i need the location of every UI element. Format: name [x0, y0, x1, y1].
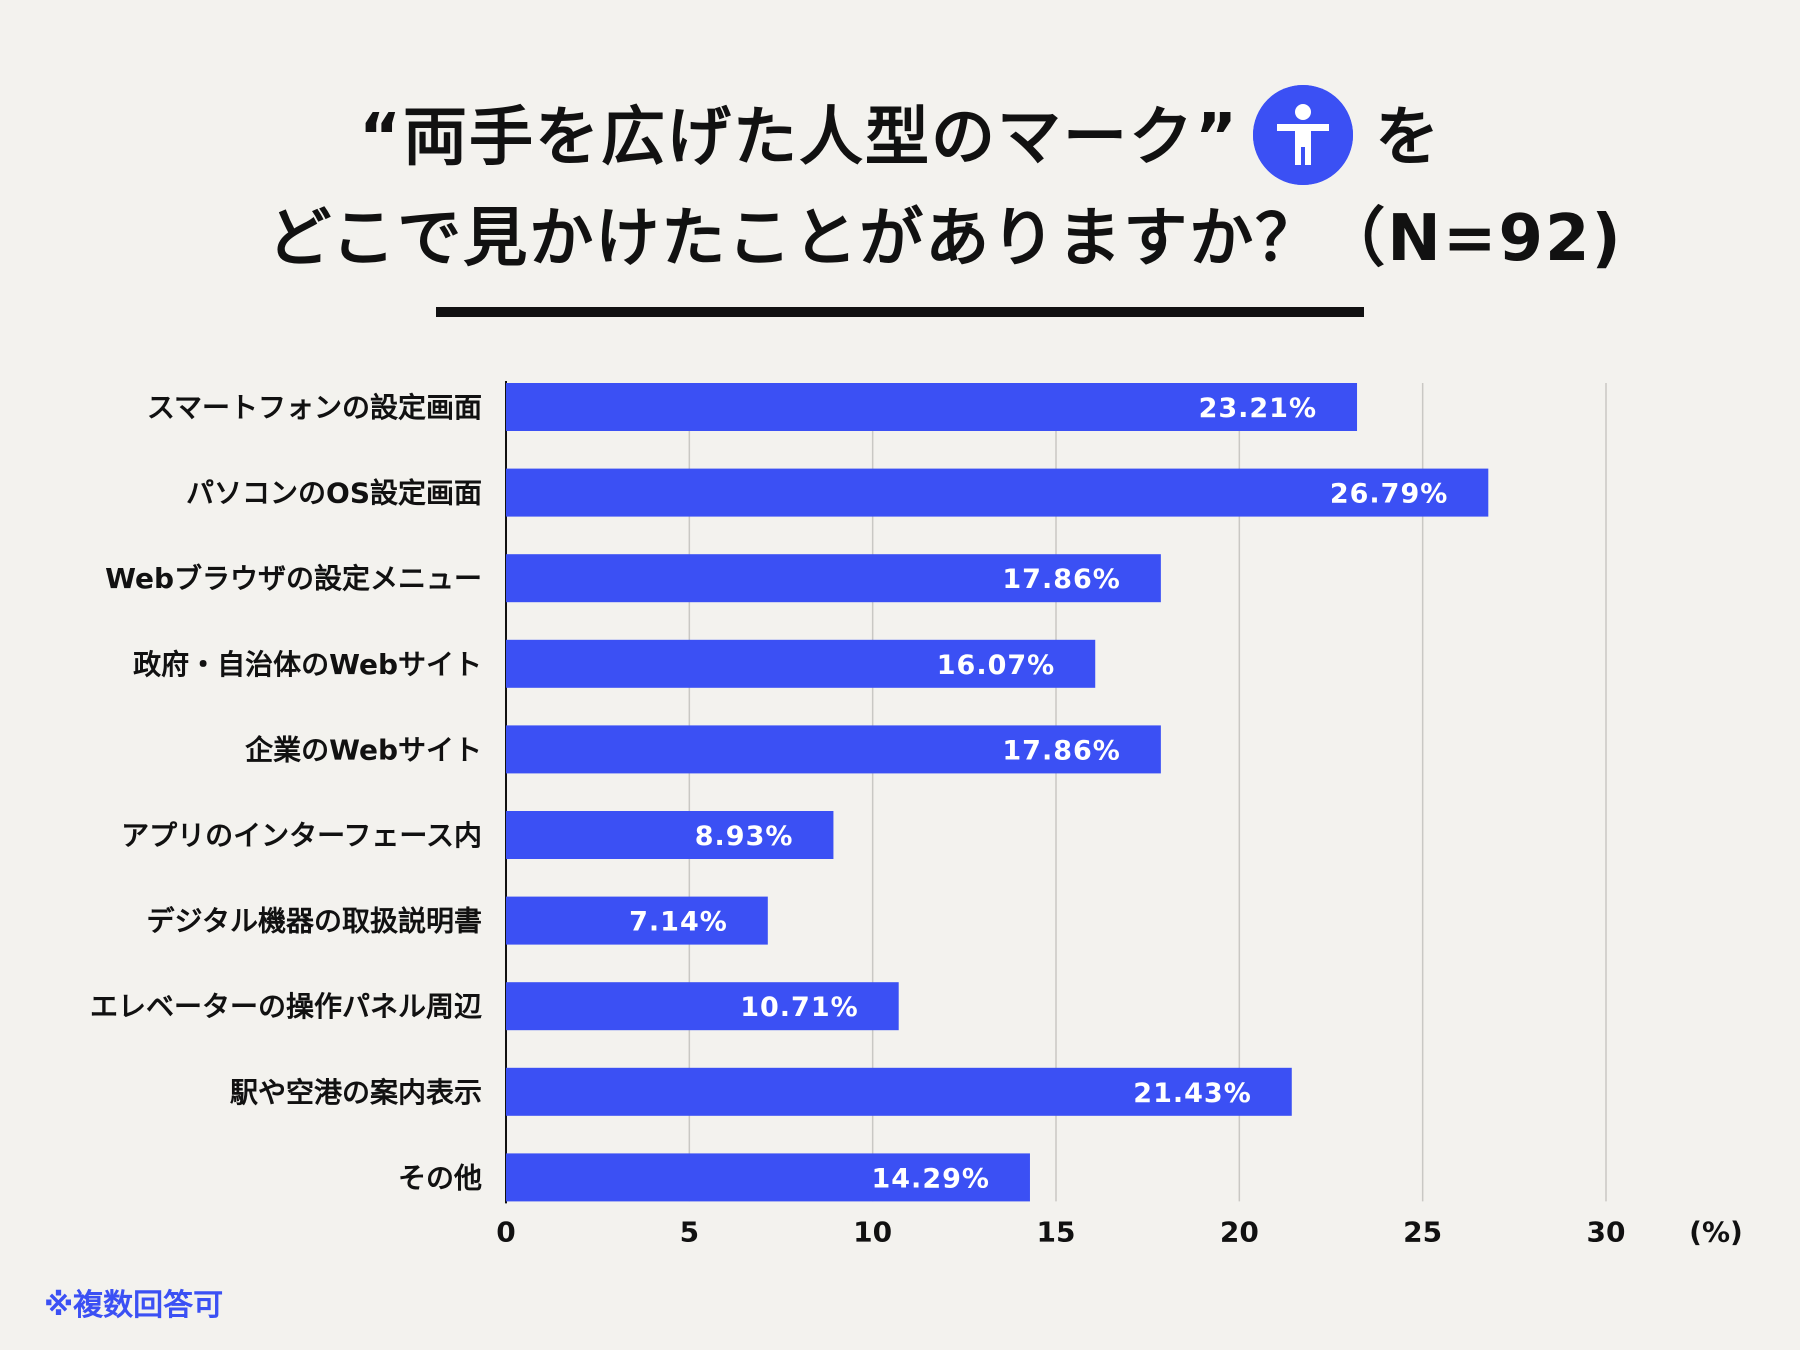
category-label: デジタル機器の取扱説明書	[147, 905, 482, 938]
category-label: エレベーターの操作パネル周辺	[90, 990, 482, 1023]
x-tick-label: 25	[1403, 1215, 1442, 1248]
title-line-2: どこで見かけたことがありますか？（N=92)	[267, 202, 1623, 277]
bar-value-label: 17.86%	[1002, 564, 1120, 595]
bar	[506, 639, 1096, 688]
footnote: ※複数回答可	[44, 1288, 224, 1323]
bar-value-label: 8.93%	[695, 821, 794, 852]
bar-value-label: 10.71%	[740, 992, 858, 1023]
accessibility-icon	[1253, 85, 1354, 186]
bar-value-label: 26.79%	[1330, 479, 1448, 510]
bar	[506, 1067, 1292, 1116]
bar	[506, 811, 834, 859]
x-tick-label: 10	[853, 1215, 892, 1248]
category-label: アプリのインターフェース内	[121, 819, 482, 852]
category-label: Webブラウザの設定メニュー	[105, 562, 482, 595]
bar-value-label: 14.29%	[871, 1163, 989, 1194]
x-tick-label: 5	[680, 1215, 699, 1248]
x-tick-label: 0	[496, 1215, 515, 1248]
bar	[506, 725, 1161, 774]
bar	[506, 896, 768, 945]
category-label: パソコンのOS設定画面	[186, 477, 482, 510]
x-tick-label: 30	[1587, 1215, 1626, 1248]
bar-value-label: 17.86%	[1002, 735, 1120, 766]
title-line-1: “両手を広げた人型のマーク” を	[0, 85, 1800, 191]
bar	[506, 468, 1489, 517]
bar-value-label: 16.07%	[937, 650, 1055, 681]
x-tick-label: 15	[1037, 1215, 1076, 1248]
category-label: 駅や空港の案内表示	[230, 1076, 482, 1109]
title-underline	[436, 307, 1364, 317]
x-tick-label: 20	[1220, 1215, 1259, 1248]
title-quote: “両手を広げた人型のマーク”	[358, 101, 1240, 175]
category-label: スマートフォンの設定画面	[147, 391, 482, 424]
category-label: 企業のWebサイト	[245, 733, 482, 766]
bar	[506, 982, 899, 1031]
chart-title: “両手を広げた人型のマーク” を どこで見かけたことがありますか？（N=92)	[0, 85, 1800, 287]
bar	[506, 1153, 1030, 1202]
bar-value-label: 7.14%	[629, 907, 728, 938]
category-label: その他	[398, 1161, 482, 1194]
x-axis-unit-label: (%)	[1689, 1215, 1743, 1248]
bar	[506, 383, 1358, 431]
bar	[506, 554, 1161, 603]
title-suffix: を	[1375, 101, 1442, 175]
bar-value-label: 21.43%	[1133, 1078, 1251, 1109]
category-label: 政府・自治体のWebサイト	[133, 648, 482, 681]
bar-value-label: 23.21%	[1199, 393, 1317, 424]
